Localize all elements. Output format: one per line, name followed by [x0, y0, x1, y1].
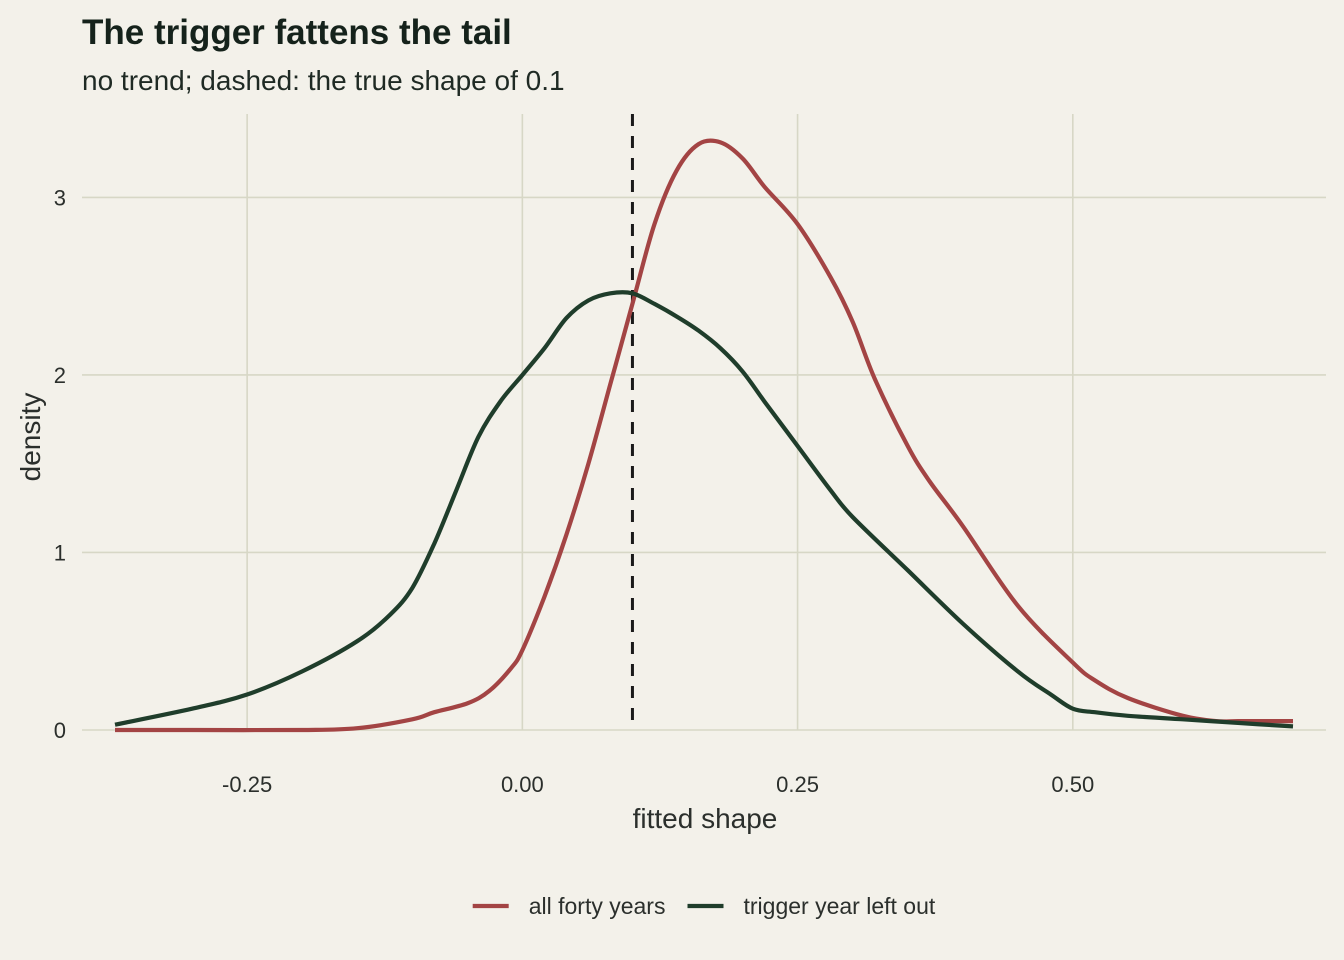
- y-axis-title: density: [15, 393, 46, 482]
- x-tick-label: 0.00: [501, 772, 544, 797]
- series-line-all-forty-years: [115, 138, 1293, 733]
- y-tick-label: 3: [54, 185, 66, 210]
- legend-label: all forty years: [529, 893, 666, 919]
- series-group: [114, 138, 1294, 733]
- chart-subtitle: no trend; dashed: the true shape of 0.1: [82, 65, 565, 96]
- x-tick-label: 0.50: [1051, 772, 1094, 797]
- grid: [82, 114, 1326, 731]
- x-tick-label: 0.25: [776, 772, 819, 797]
- legend-label: trigger year left out: [744, 893, 936, 919]
- y-tick-label: 2: [54, 363, 66, 388]
- x-axis-title: fitted shape: [633, 803, 778, 834]
- chart-title: The trigger fattens the tail: [82, 13, 512, 52]
- y-tick-label: 1: [54, 540, 66, 565]
- tick-labels: -0.25 0.00 0.25 0.50 0 1 2 3: [54, 185, 1094, 797]
- legend-item: all forty years: [472, 893, 666, 919]
- legend: all forty years trigger year left out: [472, 893, 936, 919]
- series-line-trigger-year-left-out: [114, 290, 1294, 729]
- x-tick-label: -0.25: [222, 772, 272, 797]
- y-tick-label: 0: [54, 718, 66, 743]
- legend-item: trigger year left out: [687, 893, 936, 919]
